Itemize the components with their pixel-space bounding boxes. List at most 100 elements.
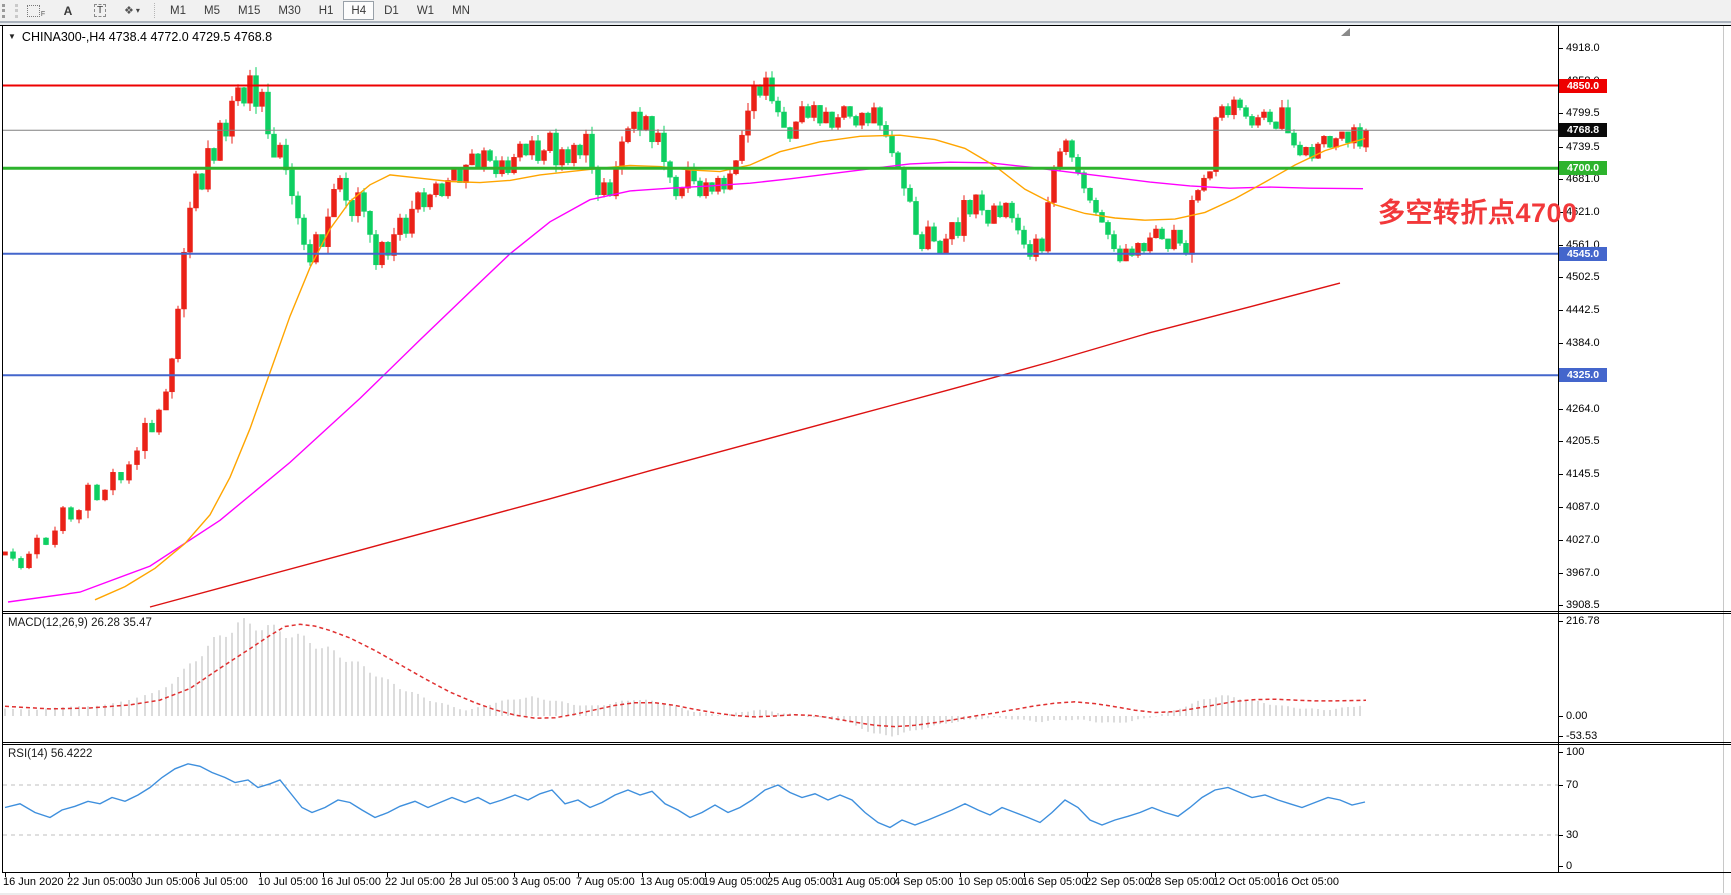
candle-body bbox=[931, 226, 937, 242]
candle-body bbox=[1033, 238, 1039, 257]
chart-bottom-border bbox=[2, 872, 1731, 873]
rsi-tick-mark bbox=[1558, 785, 1563, 786]
time-label: 28 Sep 05:00 bbox=[1149, 876, 1215, 888]
candle-body bbox=[727, 173, 733, 190]
candle-body bbox=[757, 85, 763, 96]
price-tick-mark bbox=[1558, 113, 1563, 115]
toolbar-grip[interactable] bbox=[2, 3, 18, 18]
timeframe-button-h1[interactable]: H1 bbox=[318, 4, 334, 17]
candle-body bbox=[289, 169, 295, 197]
candle-body bbox=[1063, 140, 1069, 152]
candle-body bbox=[907, 187, 913, 202]
rsi-tick-label: 30 bbox=[1566, 829, 1579, 841]
candle-body bbox=[901, 166, 907, 189]
rsi-panel-surface[interactable] bbox=[3, 745, 1558, 872]
window-right-edge bbox=[1723, 0, 1724, 895]
timeframe-button-m15[interactable]: M15 bbox=[237, 4, 261, 17]
price-tick-label: 4621.0 bbox=[1566, 205, 1600, 218]
candle-body bbox=[1249, 116, 1255, 126]
candle-body bbox=[967, 200, 973, 215]
candle-body bbox=[1117, 248, 1123, 262]
chart-grid-tool-button[interactable]: F bbox=[22, 2, 50, 19]
candle-body bbox=[1345, 131, 1351, 144]
time-tick-mark bbox=[769, 872, 770, 877]
candle-body bbox=[979, 194, 985, 211]
candle-body bbox=[211, 148, 217, 161]
candle-body bbox=[1093, 200, 1099, 213]
candle-body bbox=[871, 107, 877, 124]
candle-body bbox=[94, 484, 100, 501]
panel-separator-1a[interactable] bbox=[2, 611, 1731, 612]
candle-body bbox=[1147, 237, 1153, 252]
text-box-tool-button[interactable]: T bbox=[86, 2, 114, 19]
collapse-arrow-icon[interactable]: ▼ bbox=[8, 32, 16, 41]
candle-body bbox=[1123, 248, 1129, 262]
candle-body bbox=[799, 106, 805, 123]
timeframe-button-h4[interactable]: H4 bbox=[343, 1, 375, 20]
candle-body bbox=[697, 180, 703, 197]
candle-body bbox=[1279, 107, 1285, 129]
price-tick-label: 4799.5 bbox=[1566, 107, 1600, 120]
candle-body bbox=[76, 510, 82, 520]
price-tick-mark bbox=[1558, 245, 1563, 246]
macd-tick-label: 0.00 bbox=[1566, 710, 1588, 722]
candle-body bbox=[781, 111, 787, 128]
candle-body bbox=[181, 251, 187, 310]
candle-body bbox=[1057, 151, 1063, 168]
candle-body bbox=[253, 75, 259, 107]
rsi-line bbox=[4, 763, 1366, 829]
candle-body bbox=[337, 177, 343, 190]
panel-separator-2a[interactable] bbox=[2, 742, 1731, 743]
candle-body bbox=[517, 143, 523, 158]
timeframe-button-w1[interactable]: W1 bbox=[416, 4, 435, 17]
time-label: 13 Aug 05:00 bbox=[640, 876, 705, 888]
grid-icon bbox=[26, 4, 40, 17]
candle-body bbox=[187, 207, 193, 253]
candle-body bbox=[625, 128, 631, 143]
candle-body bbox=[769, 77, 775, 102]
candle-body bbox=[118, 472, 124, 481]
chart-shift-marker-icon[interactable] bbox=[1341, 28, 1350, 36]
time-label: 30 Jun 05:00 bbox=[130, 876, 194, 888]
price-tick-mark bbox=[1558, 474, 1563, 476]
candle-body bbox=[217, 122, 223, 161]
text-box-icon: T bbox=[93, 4, 107, 17]
candle-body bbox=[283, 144, 289, 171]
candle-body bbox=[1135, 243, 1141, 256]
price-tick-mark bbox=[1558, 441, 1563, 443]
timeframe-button-m1[interactable]: M1 bbox=[170, 4, 186, 17]
time-tick-mark bbox=[1024, 872, 1025, 877]
timeframe-button-m30[interactable]: M30 bbox=[278, 4, 301, 17]
candle-body bbox=[1009, 202, 1015, 219]
candle-body bbox=[433, 183, 439, 195]
candle-body bbox=[1321, 136, 1327, 145]
macd-panel-surface[interactable] bbox=[3, 614, 1558, 742]
candle-body bbox=[679, 187, 685, 197]
candle-body bbox=[68, 507, 74, 520]
candle-body bbox=[1327, 136, 1333, 148]
candle-body bbox=[865, 112, 871, 124]
objects-dropdown-button[interactable]: ❖ ▾ bbox=[118, 2, 146, 19]
chart-left-border bbox=[2, 25, 3, 873]
candle-body bbox=[1231, 99, 1237, 116]
timeframe-button-d1[interactable]: D1 bbox=[384, 4, 399, 17]
timeframe-button-mn[interactable]: MN bbox=[452, 4, 470, 17]
candle-body bbox=[535, 140, 541, 161]
time-label: 4 Sep 05:00 bbox=[894, 876, 954, 888]
candle-body bbox=[553, 132, 559, 166]
candle-body bbox=[126, 464, 132, 481]
candle-body bbox=[1171, 229, 1177, 250]
time-label: 6 Jul 05:00 bbox=[194, 876, 248, 888]
price-tick-mark bbox=[1558, 342, 1563, 344]
timeframe-button-m5[interactable]: M5 bbox=[203, 4, 220, 17]
text-tool-icon[interactable]: A bbox=[63, 3, 73, 18]
panel-separator-2b[interactable] bbox=[2, 744, 1731, 745]
time-tick-mark bbox=[896, 872, 897, 877]
price-tick-mark bbox=[1558, 211, 1563, 213]
candle-body bbox=[805, 106, 811, 118]
main-chart-surface[interactable] bbox=[3, 26, 1558, 611]
candle-body bbox=[385, 241, 391, 256]
panel-separator-1b[interactable] bbox=[2, 613, 1731, 614]
price-axis-border[interactable] bbox=[1558, 25, 1559, 873]
